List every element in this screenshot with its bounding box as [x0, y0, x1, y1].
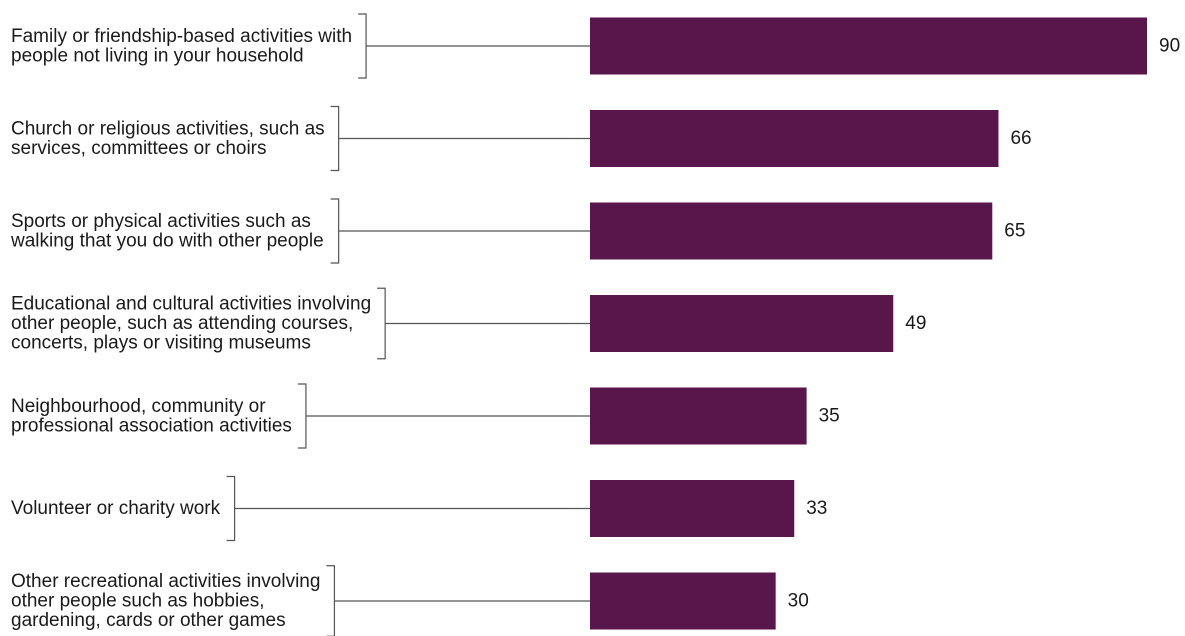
label-bracket	[326, 565, 336, 636]
bar	[590, 110, 999, 167]
category-label: Sports or physical activities such as wal…	[10, 211, 324, 252]
value-label: 66	[1010, 128, 1031, 149]
label-bracket	[377, 287, 386, 360]
value-label: 35	[819, 406, 840, 427]
label-bracket	[297, 383, 307, 449]
bar	[590, 202, 993, 260]
label-bracket	[330, 105, 340, 172]
bar	[590, 480, 795, 537]
label-bracket	[330, 198, 340, 264]
value-label: 30	[788, 591, 809, 612]
bar	[590, 295, 894, 352]
value-label: 65	[1004, 221, 1025, 242]
bar	[590, 17, 1147, 75]
value-label: 90	[1159, 36, 1180, 57]
category-label: Educational and cultural activities invo…	[11, 294, 371, 354]
category-label: Volunteer or charity work	[11, 498, 221, 519]
bar	[590, 572, 776, 630]
bar	[590, 387, 807, 445]
value-label: 49	[905, 313, 926, 334]
label-bracket	[226, 475, 236, 542]
value-label: 33	[806, 498, 827, 519]
label-bracket	[358, 13, 367, 79]
category-label: Family or friendship-based activities wi…	[11, 26, 352, 67]
category-label: Neighbourhood, community or professional …	[11, 396, 292, 437]
category-label: Other recreational activities involving o…	[11, 571, 320, 631]
category-label: Church or religious activities, such as s…	[11, 118, 325, 159]
